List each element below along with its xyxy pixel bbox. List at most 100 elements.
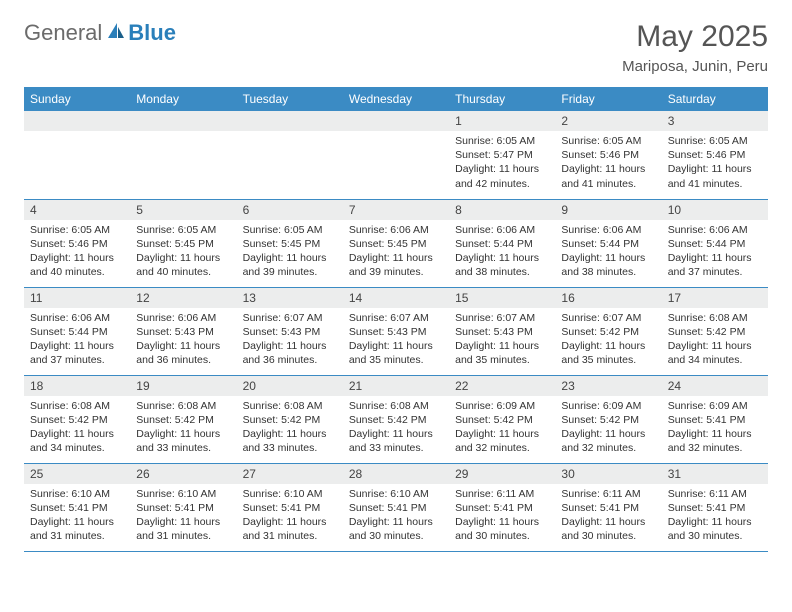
day-details: Sunrise: 6:05 AMSunset: 5:46 PMDaylight:… — [24, 220, 130, 286]
day-number: 9 — [555, 200, 661, 220]
day-number: 13 — [237, 288, 343, 308]
empty-daynum — [343, 111, 449, 131]
day-details: Sunrise: 6:05 AMSunset: 5:45 PMDaylight:… — [237, 220, 343, 286]
day-number: 18 — [24, 376, 130, 396]
day-details: Sunrise: 6:06 AMSunset: 5:43 PMDaylight:… — [130, 308, 236, 374]
calendar-day-cell: 11Sunrise: 6:06 AMSunset: 5:44 PMDayligh… — [24, 287, 130, 375]
day-details: Sunrise: 6:06 AMSunset: 5:45 PMDaylight:… — [343, 220, 449, 286]
day-details: Sunrise: 6:09 AMSunset: 5:42 PMDaylight:… — [449, 396, 555, 462]
calendar-day-cell: 21Sunrise: 6:08 AMSunset: 5:42 PMDayligh… — [343, 375, 449, 463]
day-header: Saturday — [662, 87, 768, 111]
day-number: 28 — [343, 464, 449, 484]
day-details: Sunrise: 6:08 AMSunset: 5:42 PMDaylight:… — [237, 396, 343, 462]
calendar-body: 1Sunrise: 6:05 AMSunset: 5:47 PMDaylight… — [24, 111, 768, 551]
calendar-week-row: 18Sunrise: 6:08 AMSunset: 5:42 PMDayligh… — [24, 375, 768, 463]
calendar-day-cell: 7Sunrise: 6:06 AMSunset: 5:45 PMDaylight… — [343, 199, 449, 287]
day-details: Sunrise: 6:11 AMSunset: 5:41 PMDaylight:… — [662, 484, 768, 550]
location-text: Mariposa, Junin, Peru — [622, 58, 768, 75]
day-details: Sunrise: 6:06 AMSunset: 5:44 PMDaylight:… — [24, 308, 130, 374]
day-number: 6 — [237, 200, 343, 220]
calendar-day-cell: 26Sunrise: 6:10 AMSunset: 5:41 PMDayligh… — [130, 463, 236, 551]
day-number: 14 — [343, 288, 449, 308]
calendar-day-cell: 14Sunrise: 6:07 AMSunset: 5:43 PMDayligh… — [343, 287, 449, 375]
calendar-day-cell: 23Sunrise: 6:09 AMSunset: 5:42 PMDayligh… — [555, 375, 661, 463]
day-number: 20 — [237, 376, 343, 396]
day-details: Sunrise: 6:06 AMSunset: 5:44 PMDaylight:… — [662, 220, 768, 286]
calendar-day-cell — [24, 111, 130, 199]
calendar-day-cell: 19Sunrise: 6:08 AMSunset: 5:42 PMDayligh… — [130, 375, 236, 463]
day-number: 24 — [662, 376, 768, 396]
day-number: 19 — [130, 376, 236, 396]
calendar-day-cell: 3Sunrise: 6:05 AMSunset: 5:46 PMDaylight… — [662, 111, 768, 199]
day-details: Sunrise: 6:05 AMSunset: 5:46 PMDaylight:… — [555, 131, 661, 197]
day-number: 2 — [555, 111, 661, 131]
day-details: Sunrise: 6:10 AMSunset: 5:41 PMDaylight:… — [237, 484, 343, 550]
day-number: 21 — [343, 376, 449, 396]
calendar-day-cell — [343, 111, 449, 199]
calendar-week-row: 4Sunrise: 6:05 AMSunset: 5:46 PMDaylight… — [24, 199, 768, 287]
day-number: 8 — [449, 200, 555, 220]
calendar-day-cell: 4Sunrise: 6:05 AMSunset: 5:46 PMDaylight… — [24, 199, 130, 287]
calendar-day-cell: 28Sunrise: 6:10 AMSunset: 5:41 PMDayligh… — [343, 463, 449, 551]
calendar-day-cell: 16Sunrise: 6:07 AMSunset: 5:42 PMDayligh… — [555, 287, 661, 375]
header: General Blue May 2025 Mariposa, Junin, P… — [24, 20, 768, 75]
day-number: 23 — [555, 376, 661, 396]
calendar-day-cell: 17Sunrise: 6:08 AMSunset: 5:42 PMDayligh… — [662, 287, 768, 375]
calendar-day-cell: 24Sunrise: 6:09 AMSunset: 5:41 PMDayligh… — [662, 375, 768, 463]
day-details: Sunrise: 6:10 AMSunset: 5:41 PMDaylight:… — [343, 484, 449, 550]
day-details: Sunrise: 6:11 AMSunset: 5:41 PMDaylight:… — [555, 484, 661, 550]
day-number: 7 — [343, 200, 449, 220]
day-number: 12 — [130, 288, 236, 308]
day-header: Monday — [130, 87, 236, 111]
day-number: 29 — [449, 464, 555, 484]
day-header: Sunday — [24, 87, 130, 111]
day-details: Sunrise: 6:08 AMSunset: 5:42 PMDaylight:… — [662, 308, 768, 374]
day-number: 25 — [24, 464, 130, 484]
calendar-table: SundayMondayTuesdayWednesdayThursdayFrid… — [24, 87, 768, 552]
day-details: Sunrise: 6:10 AMSunset: 5:41 PMDaylight:… — [24, 484, 130, 550]
day-number: 10 — [662, 200, 768, 220]
calendar-day-cell: 10Sunrise: 6:06 AMSunset: 5:44 PMDayligh… — [662, 199, 768, 287]
brand-sail-icon — [106, 21, 126, 46]
day-details: Sunrise: 6:07 AMSunset: 5:43 PMDaylight:… — [343, 308, 449, 374]
day-details: Sunrise: 6:05 AMSunset: 5:46 PMDaylight:… — [662, 131, 768, 197]
day-details: Sunrise: 6:07 AMSunset: 5:43 PMDaylight:… — [449, 308, 555, 374]
calendar-day-cell: 20Sunrise: 6:08 AMSunset: 5:42 PMDayligh… — [237, 375, 343, 463]
calendar-week-row: 11Sunrise: 6:06 AMSunset: 5:44 PMDayligh… — [24, 287, 768, 375]
calendar-day-cell: 13Sunrise: 6:07 AMSunset: 5:43 PMDayligh… — [237, 287, 343, 375]
brand-logo: General Blue — [24, 20, 176, 46]
brand-general: General — [24, 20, 102, 46]
day-number: 11 — [24, 288, 130, 308]
day-number: 1 — [449, 111, 555, 131]
calendar-day-cell: 31Sunrise: 6:11 AMSunset: 5:41 PMDayligh… — [662, 463, 768, 551]
calendar-day-cell: 2Sunrise: 6:05 AMSunset: 5:46 PMDaylight… — [555, 111, 661, 199]
day-details: Sunrise: 6:06 AMSunset: 5:44 PMDaylight:… — [555, 220, 661, 286]
day-details: Sunrise: 6:05 AMSunset: 5:45 PMDaylight:… — [130, 220, 236, 286]
day-details: Sunrise: 6:08 AMSunset: 5:42 PMDaylight:… — [24, 396, 130, 462]
calendar-day-cell: 12Sunrise: 6:06 AMSunset: 5:43 PMDayligh… — [130, 287, 236, 375]
day-details: Sunrise: 6:09 AMSunset: 5:42 PMDaylight:… — [555, 396, 661, 462]
day-details: Sunrise: 6:05 AMSunset: 5:47 PMDaylight:… — [449, 131, 555, 197]
calendar-day-cell: 18Sunrise: 6:08 AMSunset: 5:42 PMDayligh… — [24, 375, 130, 463]
day-number: 17 — [662, 288, 768, 308]
empty-daynum — [130, 111, 236, 131]
day-details: Sunrise: 6:10 AMSunset: 5:41 PMDaylight:… — [130, 484, 236, 550]
day-header: Wednesday — [343, 87, 449, 111]
calendar-day-cell: 8Sunrise: 6:06 AMSunset: 5:44 PMDaylight… — [449, 199, 555, 287]
calendar-day-cell: 25Sunrise: 6:10 AMSunset: 5:41 PMDayligh… — [24, 463, 130, 551]
day-number: 3 — [662, 111, 768, 131]
day-details: Sunrise: 6:11 AMSunset: 5:41 PMDaylight:… — [449, 484, 555, 550]
day-header: Thursday — [449, 87, 555, 111]
calendar-day-cell — [130, 111, 236, 199]
day-number: 5 — [130, 200, 236, 220]
day-number: 31 — [662, 464, 768, 484]
day-header: Tuesday — [237, 87, 343, 111]
day-number: 22 — [449, 376, 555, 396]
day-details: Sunrise: 6:08 AMSunset: 5:42 PMDaylight:… — [130, 396, 236, 462]
calendar-week-row: 25Sunrise: 6:10 AMSunset: 5:41 PMDayligh… — [24, 463, 768, 551]
day-number: 15 — [449, 288, 555, 308]
day-number: 27 — [237, 464, 343, 484]
title-block: May 2025 Mariposa, Junin, Peru — [622, 20, 768, 75]
day-details: Sunrise: 6:06 AMSunset: 5:44 PMDaylight:… — [449, 220, 555, 286]
calendar-day-cell — [237, 111, 343, 199]
